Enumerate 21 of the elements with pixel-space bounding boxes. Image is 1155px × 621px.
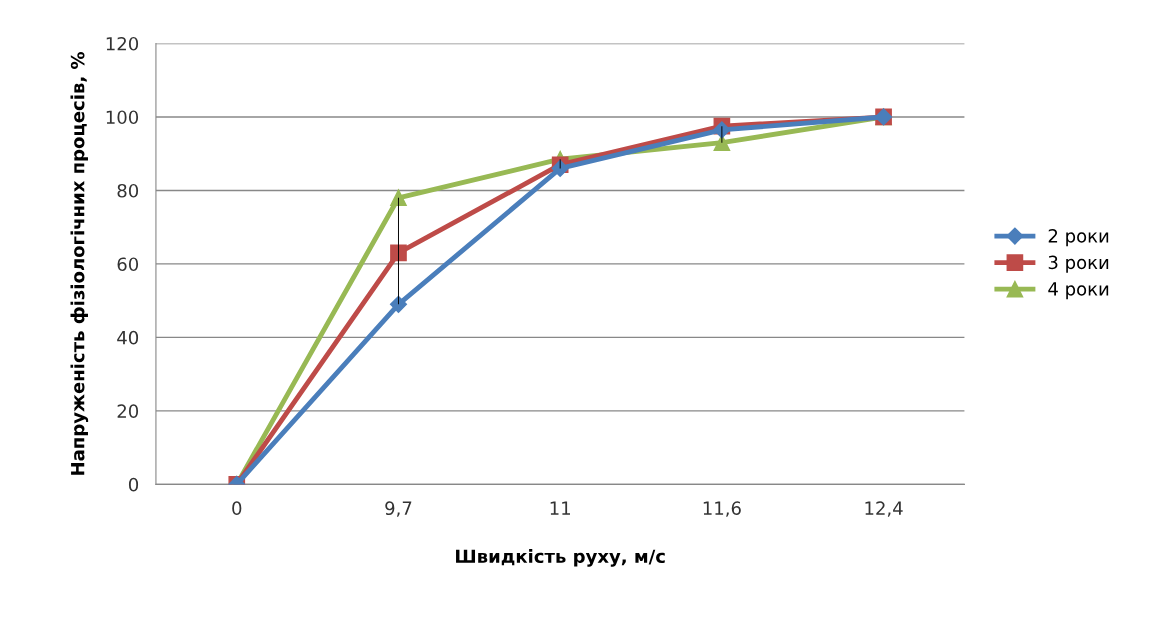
point: [713, 121, 731, 139]
point: [390, 244, 407, 262]
legend-label: 4 роки: [1048, 282, 1109, 300]
y-tick-label: 100: [106, 110, 139, 125]
x-tick-label: 11,6: [703, 501, 741, 517]
x-tick-label: 9,7: [385, 501, 412, 517]
x-tick-label: 0: [232, 501, 242, 516]
x-tick-label: 11: [550, 501, 570, 515]
y-tick-label: 20: [117, 404, 139, 419]
x-tick-label: 12,4: [865, 501, 903, 517]
y-tick-label: 60: [117, 257, 139, 272]
legend-label: 2 роки: [1048, 229, 1109, 247]
y-axis-title: Напруженість фізіологічних процесів, %: [70, 51, 89, 475]
y-tick-label: 0: [128, 477, 139, 492]
point: [389, 295, 408, 313]
x-axis-title: Швидкість руху, м/с: [456, 549, 665, 567]
y-tick-label: 80: [117, 183, 139, 198]
legend-label: 3 роки: [1048, 255, 1109, 273]
point: [390, 189, 407, 207]
y-tick-label: 120: [106, 36, 139, 51]
y-tick-label: 40: [117, 330, 139, 345]
